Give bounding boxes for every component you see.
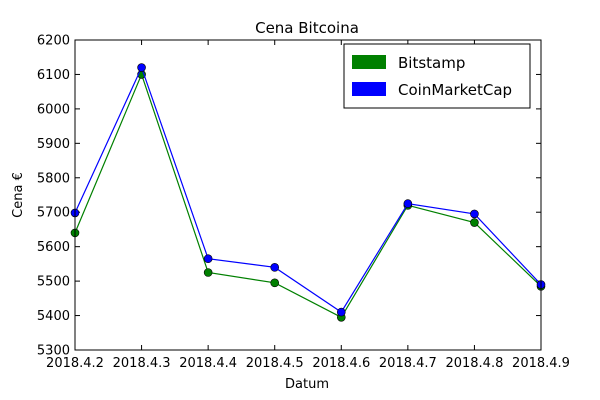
data-point-bitstamp xyxy=(270,278,280,288)
x-tick-label: 2018.4.6 xyxy=(312,356,370,371)
y-tick-label: 5300 xyxy=(37,344,70,359)
data-point-coinmarketcap xyxy=(403,199,413,208)
data-point-coinmarketcap xyxy=(470,209,479,219)
y-tick-label: 5400 xyxy=(37,309,70,324)
series-line-coinmarketcap xyxy=(74,65,542,313)
x-tick-label: 2018.4.5 xyxy=(246,356,304,371)
data-point-coinmarketcap xyxy=(336,307,346,317)
x-tick-label: 2018.4.3 xyxy=(113,356,171,371)
x-axis: 2018.4.2 2018.4.3 2018.4.4 2018.4.5 2018.4.6… xyxy=(46,40,570,371)
y-tick-label: 5800 xyxy=(37,171,70,186)
y-tick-label: 6200 xyxy=(37,34,70,49)
legend-swatch-bitstamp xyxy=(352,55,386,69)
series-coinmarketcap xyxy=(70,63,546,317)
x-tick-label: 2018.4.2 xyxy=(46,356,104,371)
x-axis-title: Datum xyxy=(285,377,329,392)
x-tick-label: 2018.4.9 xyxy=(512,356,570,371)
legend-box xyxy=(343,43,531,109)
legend-label-coinmarketcap: CoinMarketCap xyxy=(398,81,512,99)
data-point-bitstamp xyxy=(203,268,213,277)
data-point-coinmarketcap xyxy=(270,263,280,272)
y-tick-label: 5500 xyxy=(37,275,70,290)
y-axis: 5300 5400 5500 5600 5700 5800 5900 6000 6100 6200 xyxy=(37,34,541,359)
plot-frame xyxy=(74,39,542,351)
x-tick-label: 2018.4.8 xyxy=(445,356,503,371)
x-tick-label: 2018.4.4 xyxy=(179,356,237,371)
legend-swatch-coinmarketcap xyxy=(352,82,386,96)
chart-title: Cena Bitcoina xyxy=(255,19,359,37)
data-point-bitstamp xyxy=(470,218,479,227)
y-tick-label: 6100 xyxy=(37,68,70,83)
legend-label-bitstamp: Bitstamp xyxy=(398,54,465,72)
y-tick-label: 5600 xyxy=(37,240,70,255)
series-line-bitstamp xyxy=(74,72,542,319)
x-tick-label: 2018.4.7 xyxy=(379,356,437,371)
data-point-coinmarketcap xyxy=(137,63,146,72)
y-tick-label: 6000 xyxy=(37,102,70,117)
y-tick-label: 5900 xyxy=(37,137,70,152)
y-tick-label: 5700 xyxy=(37,206,70,221)
data-point-coinmarketcap xyxy=(203,254,213,264)
legend: Bitstamp CoinMarketCap xyxy=(343,43,531,109)
y-axis-title: Cena € xyxy=(11,172,26,218)
